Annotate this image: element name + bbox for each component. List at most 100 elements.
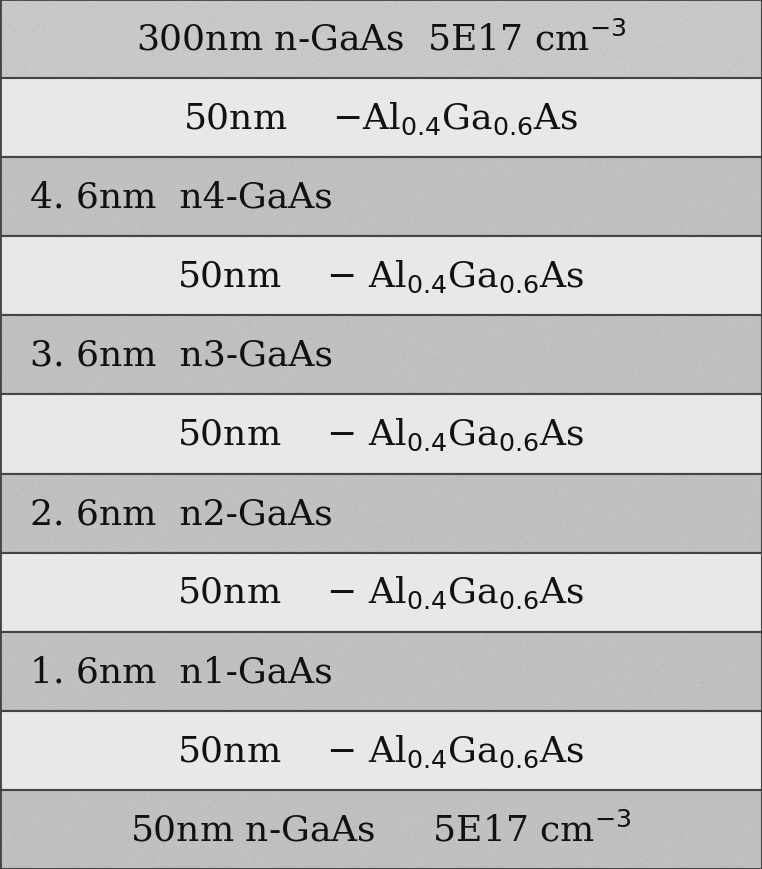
Point [670, 156, 682, 170]
Point [372, 679, 384, 693]
Point [226, 534, 239, 548]
Point [581, 848, 593, 862]
Point [141, 647, 153, 660]
Point [301, 532, 313, 546]
Point [213, 806, 225, 820]
Point [523, 342, 535, 356]
Point [639, 530, 652, 544]
Point [701, 342, 713, 356]
Point [743, 496, 755, 510]
Point [671, 190, 684, 204]
Point [375, 354, 387, 368]
Point [90, 385, 102, 399]
Point [296, 821, 308, 835]
Point [186, 693, 198, 706]
Point [249, 35, 261, 49]
Point [84, 43, 96, 56]
Point [273, 196, 285, 210]
Point [695, 515, 707, 529]
Point [267, 229, 280, 243]
Point [223, 323, 235, 337]
Point [511, 38, 523, 52]
Point [78, 845, 91, 859]
Point [391, 26, 403, 40]
Point [581, 347, 593, 361]
Point [740, 312, 752, 326]
Point [231, 793, 243, 806]
Point [72, 173, 84, 187]
Point [136, 70, 149, 84]
Point [327, 480, 339, 494]
Point [485, 44, 497, 58]
Point [247, 542, 259, 556]
Point [258, 43, 270, 56]
Point [268, 483, 280, 497]
Point [331, 484, 343, 498]
Point [0, 488, 6, 501]
Point [71, 804, 83, 818]
Point [216, 526, 229, 540]
Point [310, 677, 322, 691]
Point [479, 225, 491, 239]
Point [489, 671, 501, 685]
Point [587, 229, 599, 242]
Point [147, 667, 159, 681]
Point [653, 18, 665, 32]
Point [641, 317, 653, 331]
Point [670, 162, 682, 176]
Point [542, 819, 554, 833]
Point [402, 653, 415, 667]
Point [706, 154, 718, 168]
Point [318, 672, 330, 686]
Point [510, 667, 522, 680]
Point [539, 201, 551, 215]
Point [736, 315, 748, 329]
Point [671, 43, 684, 57]
Point [610, 221, 623, 235]
Point [370, 226, 383, 240]
Point [351, 700, 363, 714]
Point [24, 334, 37, 348]
Point [337, 852, 349, 866]
Point [667, 0, 679, 13]
Point [639, 703, 652, 717]
Point [146, 626, 158, 640]
Point [658, 31, 670, 45]
Point [495, 23, 507, 36]
Point [569, 26, 581, 40]
Point [235, 13, 247, 27]
Point [72, 201, 85, 215]
Point [613, 29, 625, 43]
Point [370, 671, 382, 685]
Point [184, 512, 196, 526]
Point [680, 388, 693, 401]
Point [575, 219, 588, 233]
Point [57, 481, 69, 495]
Point [315, 474, 328, 488]
Point [669, 798, 681, 812]
Point [122, 163, 134, 176]
Point [742, 853, 754, 867]
Point [211, 171, 223, 185]
Point [749, 328, 761, 342]
Point [137, 672, 149, 686]
Point [175, 638, 187, 652]
Point [245, 356, 258, 370]
Point [163, 187, 175, 201]
Point [536, 0, 549, 14]
Point [581, 377, 593, 391]
Point [384, 313, 396, 327]
Point [585, 209, 597, 222]
Point [100, 38, 112, 52]
Point [363, 222, 375, 235]
Point [16, 203, 28, 217]
Point [533, 209, 546, 222]
Point [582, 378, 594, 392]
Point [687, 40, 699, 54]
Point [295, 502, 307, 516]
Point [99, 543, 111, 557]
Point [415, 847, 427, 861]
Point [267, 680, 279, 694]
Point [712, 196, 725, 210]
Point [202, 348, 214, 362]
